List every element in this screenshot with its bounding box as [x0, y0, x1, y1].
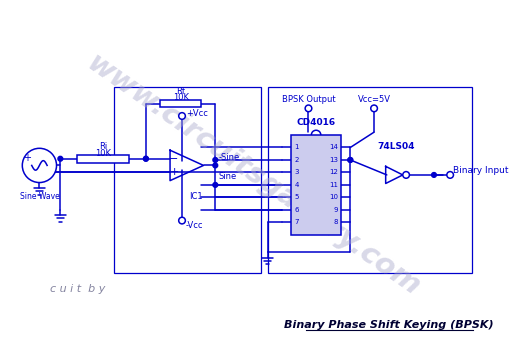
Text: Binary Input: Binary Input — [453, 166, 508, 175]
Text: 13: 13 — [329, 157, 338, 163]
Text: 1: 1 — [294, 144, 299, 151]
Circle shape — [213, 158, 218, 162]
Bar — [268, 87, 472, 273]
Text: Ri: Ri — [99, 142, 107, 151]
Bar — [77, 155, 129, 162]
Circle shape — [348, 158, 353, 162]
Circle shape — [447, 172, 454, 178]
Text: -Sine: -Sine — [218, 153, 239, 162]
Text: 14: 14 — [329, 144, 338, 151]
Bar — [292, 135, 341, 235]
Circle shape — [143, 156, 148, 161]
Text: 12: 12 — [329, 169, 338, 176]
Circle shape — [431, 172, 437, 177]
Text: +Vcc: +Vcc — [186, 109, 208, 118]
Text: Sine Wave: Sine Wave — [20, 192, 59, 201]
Text: 4: 4 — [294, 182, 299, 188]
Text: -Vcc: -Vcc — [186, 221, 203, 230]
Circle shape — [22, 148, 57, 183]
Text: 10: 10 — [329, 194, 338, 200]
Text: 5: 5 — [294, 194, 299, 200]
Text: +: + — [23, 153, 31, 163]
Circle shape — [58, 156, 63, 161]
Text: CD4016: CD4016 — [297, 118, 335, 127]
Circle shape — [179, 113, 185, 119]
Text: 10K: 10K — [95, 149, 111, 158]
Text: 3: 3 — [294, 169, 299, 176]
Text: Vcc=5V: Vcc=5V — [358, 95, 391, 104]
Text: www.circuitsgallery.com: www.circuitsgallery.com — [81, 49, 425, 301]
Bar — [114, 87, 261, 273]
Text: 9: 9 — [333, 207, 338, 213]
Text: 2: 2 — [294, 157, 299, 163]
Circle shape — [143, 156, 148, 161]
Text: 11: 11 — [329, 182, 338, 188]
Text: 6: 6 — [294, 207, 299, 213]
Text: Sine: Sine — [218, 172, 236, 181]
Text: −: − — [169, 154, 179, 164]
Circle shape — [213, 183, 218, 187]
Text: 7: 7 — [294, 219, 299, 225]
Text: Rf: Rf — [176, 87, 185, 96]
Text: 74LS04: 74LS04 — [377, 142, 415, 151]
Circle shape — [403, 172, 410, 178]
Text: c u i t  b y: c u i t b y — [50, 284, 105, 294]
Text: IC1: IC1 — [189, 192, 203, 201]
Text: 8: 8 — [333, 219, 338, 225]
Circle shape — [305, 105, 312, 112]
Circle shape — [213, 163, 218, 168]
Circle shape — [371, 105, 377, 112]
Text: BPSK Output: BPSK Output — [282, 95, 335, 104]
Bar — [160, 100, 201, 108]
Text: 10K: 10K — [173, 93, 189, 102]
Circle shape — [179, 217, 185, 224]
Text: +: + — [169, 167, 179, 177]
Text: Binary Phase Shift Keying (BPSK): Binary Phase Shift Keying (BPSK) — [284, 320, 494, 330]
Circle shape — [348, 158, 353, 162]
